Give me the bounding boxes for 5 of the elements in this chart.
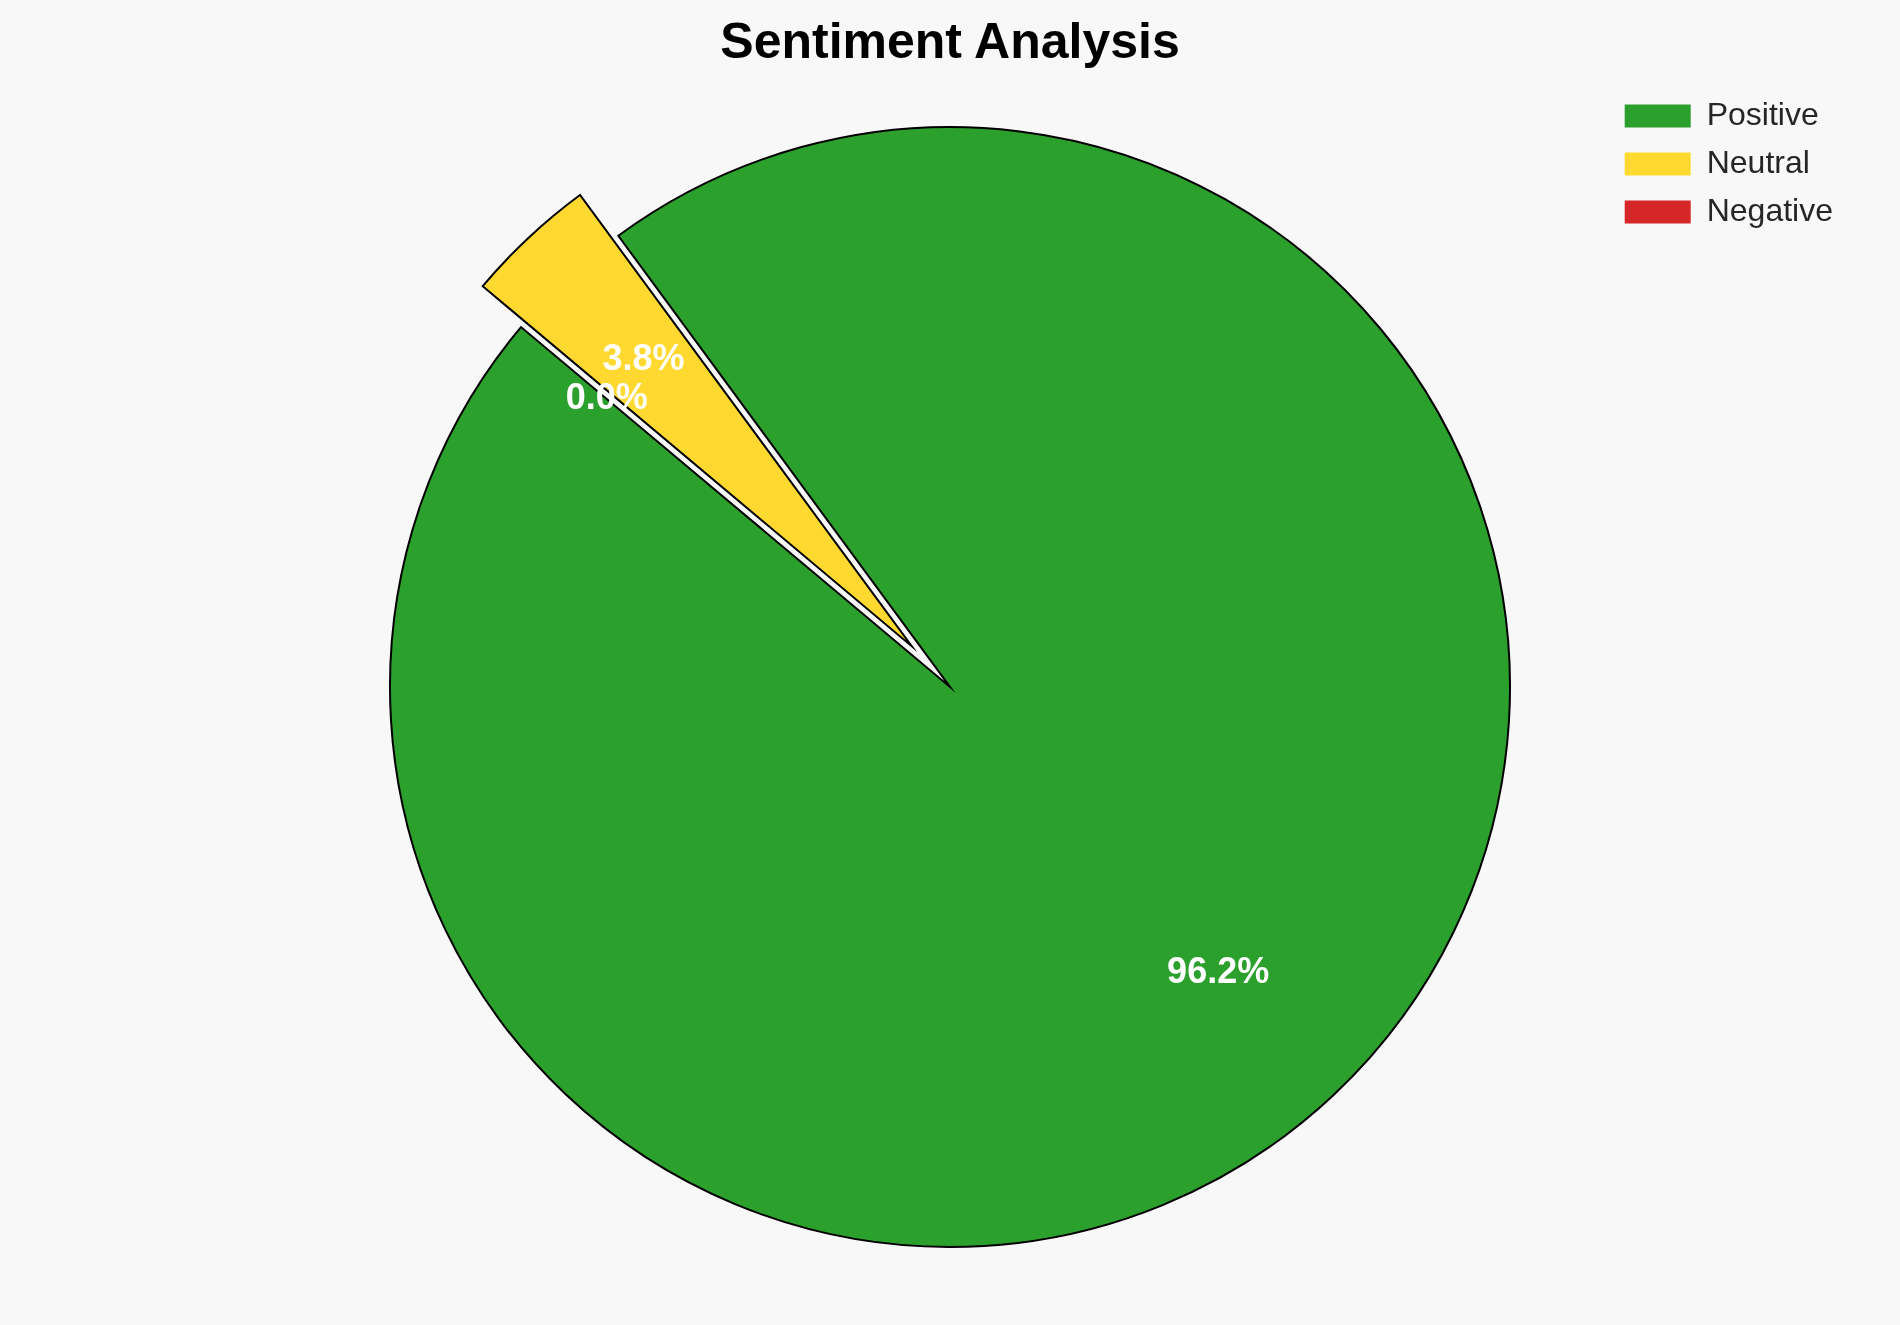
legend-label: Neutral (1706, 143, 1810, 180)
data-label: 96.2% (1167, 949, 1270, 991)
legend-label: Negative (1706, 191, 1833, 228)
chart-title: Sentiment Analysis (720, 12, 1180, 69)
legend-label: Positive (1706, 95, 1819, 132)
